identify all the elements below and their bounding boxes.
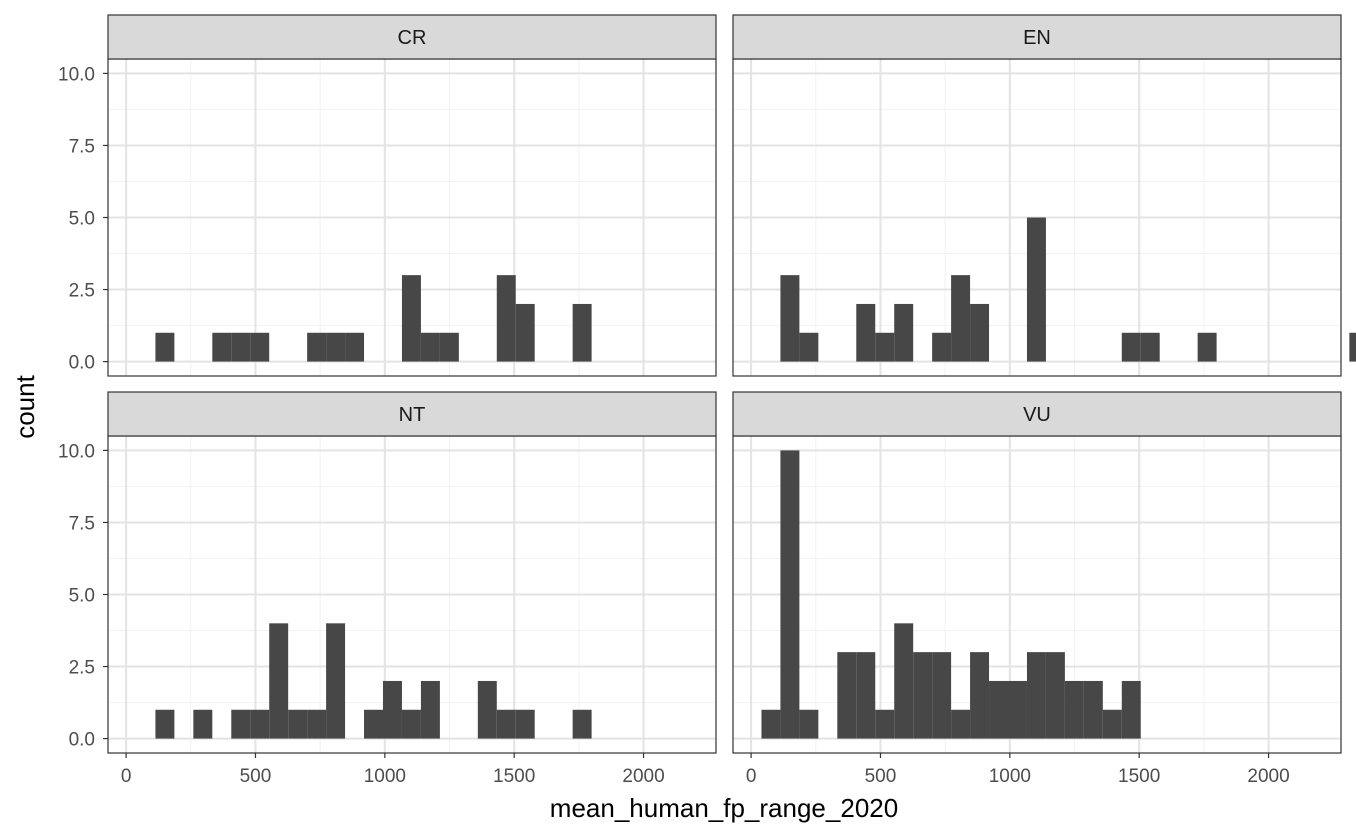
- x-tick-label: 1000: [364, 766, 406, 787]
- histogram-bar: [288, 709, 308, 739]
- histogram-bar: [439, 332, 459, 362]
- facet-strip: [107, 391, 717, 437]
- axes: 0.0 2.5 5.0 7.5 10.0 0.0 2.5 5.0 7.5 10.0 0 500 1000…: [58, 64, 1290, 787]
- histogram-bar: [856, 303, 876, 362]
- histogram-bar: [1197, 332, 1217, 362]
- histogram-bar: [894, 623, 914, 739]
- histogram-bar: [1121, 680, 1141, 739]
- facet-en: EN: [732, 14, 1356, 377]
- histogram-bar: [1045, 652, 1065, 739]
- histogram-bar: [1121, 332, 1141, 362]
- histogram-bar: [420, 332, 440, 362]
- histogram-bar: [401, 275, 421, 362]
- histogram-bar: [231, 332, 251, 362]
- histogram-bar: [989, 680, 1008, 739]
- histogram-bar: [780, 450, 800, 739]
- x-tick-label: 500: [240, 766, 272, 787]
- histogram-bar: [515, 709, 535, 739]
- facet-cr: CR: [107, 14, 717, 377]
- histogram-bar: [932, 332, 952, 362]
- histogram-bar: [970, 303, 990, 362]
- histogram-bar: [1140, 332, 1160, 362]
- facet-strip: [732, 14, 1342, 60]
- histogram-bar: [307, 332, 327, 362]
- histogram-bar: [326, 623, 346, 739]
- facet-strip-label: EN: [1023, 27, 1051, 49]
- x-tick-label: 0: [121, 766, 132, 787]
- facet-strip: [732, 391, 1342, 437]
- histogram-bar: [382, 680, 402, 739]
- y-tick-label: 0.0: [69, 730, 95, 751]
- histogram-bar: [212, 332, 232, 362]
- histogram-bar: [875, 332, 895, 362]
- histogram-bar: [761, 709, 781, 739]
- y-tick-label: 7.5: [69, 136, 95, 157]
- histogram-bar: [970, 652, 990, 739]
- x-tick-label: 2000: [622, 766, 664, 787]
- histogram-bar: [193, 709, 213, 739]
- histogram-bar: [951, 275, 971, 362]
- y-tick-label: 5.0: [69, 586, 95, 607]
- y-tick-label: 7.5: [69, 513, 95, 534]
- histogram-bar: [894, 303, 914, 362]
- histogram-bar: [269, 623, 289, 739]
- histogram-bar: [515, 303, 535, 362]
- histogram-bar: [401, 709, 421, 739]
- x-tick-label: 500: [865, 766, 897, 787]
- histogram-bar: [250, 709, 270, 739]
- y-axis-title: count: [10, 374, 40, 438]
- histogram-bar: [345, 332, 365, 362]
- facet-vu: VU: [732, 391, 1342, 754]
- facet-strip-label: VU: [1023, 404, 1051, 426]
- y-tick-label: 0.0: [69, 353, 95, 374]
- histogram-bar: [932, 652, 952, 739]
- y-tick-label: 2.5: [69, 281, 95, 302]
- histogram-bar: [1026, 217, 1046, 362]
- histogram-bar: [155, 709, 175, 739]
- histogram-bar: [837, 652, 857, 739]
- histogram-bar: [496, 709, 516, 739]
- histogram-bar: [1102, 709, 1122, 739]
- y-tick-label: 2.5: [69, 658, 95, 679]
- histogram-bar: [155, 332, 175, 362]
- histogram-bar: [250, 332, 270, 362]
- x-axis-title: mean_human_fp_range_2020: [550, 793, 898, 823]
- histogram-bar: [856, 652, 876, 739]
- facet-strip: [107, 14, 717, 60]
- x-tick-label: 1500: [1118, 766, 1160, 787]
- histogram-bar: [326, 332, 346, 362]
- facet-strip-label: CR: [398, 27, 427, 49]
- histogram-bar: [477, 680, 497, 739]
- histogram-bar: [1064, 680, 1084, 739]
- histogram-bar: [307, 709, 327, 739]
- histogram-bar: [231, 709, 251, 739]
- histogram-bar: [875, 709, 895, 739]
- x-tick-label: 0: [746, 766, 757, 787]
- histogram-bar: [799, 709, 819, 739]
- x-tick-label: 2000: [1247, 766, 1289, 787]
- histogram-bar: [780, 275, 800, 362]
- facet-nt: NT: [107, 391, 717, 754]
- histogram-bar: [420, 680, 440, 739]
- histogram-bar: [364, 709, 383, 739]
- histogram-bar: [913, 652, 933, 739]
- histogram-bar: [572, 303, 592, 362]
- x-tick-label: 1000: [989, 766, 1031, 787]
- y-tick-label: 10.0: [58, 64, 95, 85]
- histogram-bar: [1083, 680, 1103, 739]
- histogram-bar: [1007, 680, 1027, 739]
- facet-strip-label: NT: [399, 404, 426, 426]
- histogram-bar: [951, 709, 971, 739]
- histogram-bar: [1349, 332, 1356, 362]
- histogram-bar: [799, 332, 819, 362]
- x-tick-label: 1500: [493, 766, 535, 787]
- facet-panels: CR EN NT VU: [107, 14, 1356, 754]
- y-tick-label: 5.0: [69, 209, 95, 230]
- y-tick-label: 10.0: [58, 441, 95, 462]
- histogram-bar: [1026, 652, 1046, 739]
- histogram-bar: [572, 709, 592, 739]
- histogram-bar: [496, 275, 516, 362]
